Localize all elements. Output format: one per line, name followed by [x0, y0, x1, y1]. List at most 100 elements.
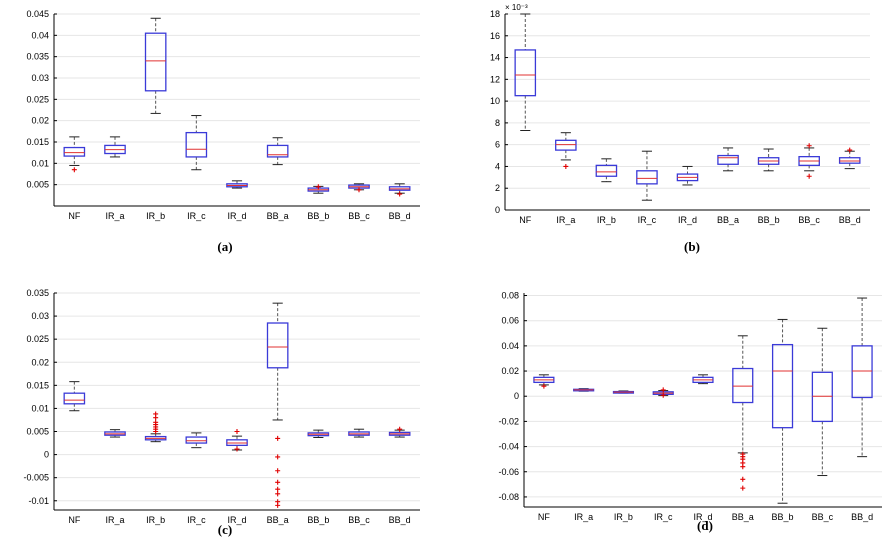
y-tick-label: 12: [490, 74, 500, 84]
panel-b: 0 2 4 6 8 10 12 14 16 18 × 10⁻³ NF IR_a IR_b IR_c IR_d B…: [490, 3, 870, 254]
y-tick-label: 0.01: [31, 158, 49, 168]
x-tick-label: NF: [519, 215, 531, 225]
y-tick-label: 16: [490, 31, 500, 41]
y-tick-label: 14: [490, 53, 500, 63]
y-tick-label: 0.035: [26, 288, 49, 298]
y-tick-label: 0.04: [501, 341, 519, 351]
x-tick-label: BB_c: [812, 512, 834, 522]
y-tick-label: 8: [495, 118, 500, 128]
x-tick-label: NF: [538, 512, 550, 522]
x-tick-label: IR_d: [227, 515, 246, 525]
y-tick-label: 0.045: [26, 9, 49, 19]
outlier-marker: [153, 419, 159, 425]
y-tick-label: 4: [495, 161, 500, 171]
x-tick-label: BB_b: [758, 215, 780, 225]
x-tick-label: BB_a: [267, 211, 289, 221]
y-tick-label: 0: [495, 205, 500, 215]
outlier-marker: [847, 147, 853, 153]
panel-caption: (c): [218, 522, 232, 537]
x-tick-label: IR_a: [105, 515, 124, 525]
x-tick-label: NF: [68, 211, 80, 221]
x-tick-label: NF: [68, 515, 80, 525]
y-tick-label: 0.015: [26, 137, 49, 147]
x-tick-label: BB_d: [839, 215, 861, 225]
y-tick-label: 0.02: [501, 366, 519, 376]
x-tick-label: IR_d: [693, 512, 712, 522]
outlier-marker: [660, 387, 666, 393]
y-tick-label: 0.04: [31, 30, 49, 40]
x-tick-label: IR_d: [678, 215, 697, 225]
x-tick-label: IR_c: [187, 211, 206, 221]
y-tick-label: 0.005: [26, 180, 49, 190]
box-iqr: [717, 154, 739, 165]
x-tick-label: IR_d: [227, 211, 246, 221]
y-tick-label: 0.025: [26, 94, 49, 104]
panel-c: -0.01 -0.005 0 0.005 0.01 0.015 0.02 0.025 0.03 0…: [23, 288, 420, 537]
x-tick-label: BB_a: [267, 515, 289, 525]
x-tick-label: IR_b: [146, 211, 165, 221]
x-tick-label: IR_a: [574, 512, 593, 522]
y-tick-label: 0.025: [26, 334, 49, 344]
outlier-marker: [275, 479, 281, 485]
x-tick-label: IR_b: [614, 512, 633, 522]
x-tick-label: IR_c: [654, 512, 673, 522]
x-tick-label: BB_c: [798, 215, 820, 225]
outlier-marker: [275, 454, 281, 460]
x-tick-label: BB_b: [307, 515, 329, 525]
y-tick-label: 0.02: [31, 357, 49, 367]
panel-d: -0.08 -0.06 -0.04 -0.02 0 0.02 0.04 0.06 0.08 NF I…: [498, 291, 882, 533]
x-tick-label: IR_b: [597, 215, 616, 225]
x-tick-label: IR_b: [146, 515, 165, 525]
outlier-marker: [153, 411, 159, 417]
box-iqr: [811, 371, 833, 423]
box-iqr: [732, 367, 754, 404]
y-tick-label: 0.005: [26, 427, 49, 437]
outlier-marker: [275, 502, 281, 508]
y-tick-label: -0.06: [498, 467, 519, 477]
x-tick-label: BB_b: [307, 211, 329, 221]
outlier-marker: [806, 173, 812, 179]
y-tick-label: 0.03: [31, 311, 49, 321]
outlier-marker: [397, 191, 403, 197]
y-tick-label: 0: [44, 450, 49, 460]
outlier-marker: [740, 464, 746, 470]
outlier-marker: [275, 486, 281, 492]
box-iqr: [63, 146, 86, 157]
y-tick-label: 2: [495, 183, 500, 193]
box-iqr: [771, 343, 794, 429]
box-iqr: [595, 164, 618, 177]
x-tick-label: IR_c: [187, 515, 206, 525]
x-tick-label: BB_a: [717, 215, 739, 225]
outlier-marker: [563, 163, 569, 169]
outlier-marker: [740, 476, 746, 482]
outlier-marker: [275, 491, 281, 497]
panel-caption: (d): [697, 518, 713, 533]
x-tick-label: BB_d: [851, 512, 873, 522]
panel-a: 0.005 0.01 0.015 0.02 0.025 0.03 0.035 0.04 0.04…: [26, 9, 420, 254]
y-tick-label: 0.08: [501, 291, 519, 301]
outlier-marker: [275, 435, 281, 441]
box-iqr: [514, 49, 537, 97]
y-tick-label: 0.02: [31, 116, 49, 126]
y-tick-label: 0.015: [26, 380, 49, 390]
outlier-marker: [234, 429, 240, 435]
outlier-marker: [541, 383, 547, 389]
x-tick-label: BB_a: [732, 512, 754, 522]
outlier-marker: [397, 426, 403, 432]
x-tick-label: IR_c: [638, 215, 657, 225]
outlier-marker: [315, 184, 321, 190]
y-tick-label: -0.01: [28, 496, 49, 506]
box-iqr: [266, 322, 289, 369]
x-tick-label: BB_d: [389, 211, 411, 221]
outlier-marker: [660, 392, 666, 398]
y-tick-label: 0.01: [31, 403, 49, 413]
box-iqr: [185, 436, 208, 444]
box-iqr: [63, 392, 86, 405]
box-iqr: [185, 131, 208, 158]
box-iqr: [144, 32, 167, 92]
panel-caption: (a): [217, 239, 232, 254]
y-tick-label: 0.06: [501, 316, 519, 326]
box-iqr: [636, 170, 658, 185]
box-iqr: [555, 139, 577, 151]
